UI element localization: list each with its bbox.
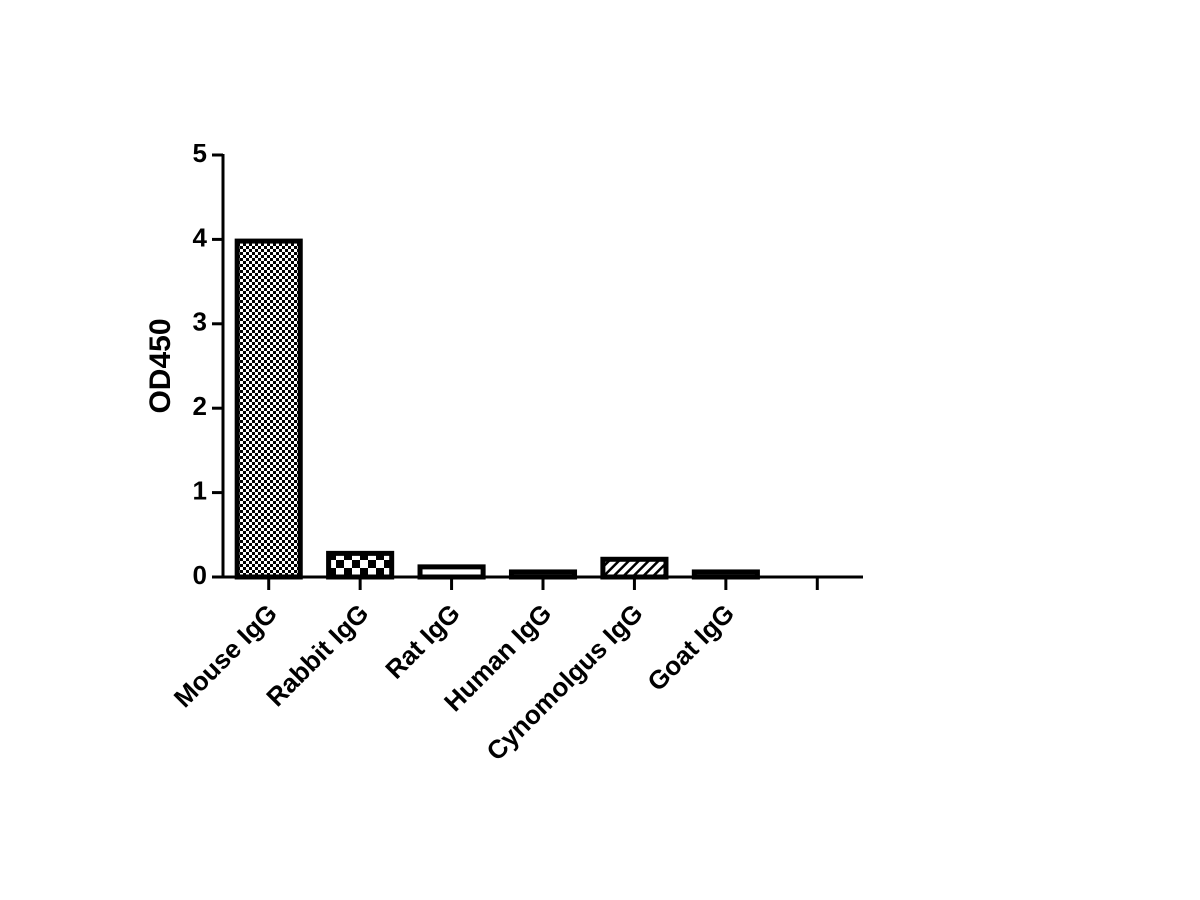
y-tick-label: 4 (193, 222, 208, 252)
y-tick-label: 0 (193, 560, 207, 590)
y-tick-label: 3 (193, 307, 207, 337)
x-tick-label: Cynomolgus IgG (480, 598, 648, 766)
y-tick-label: 5 (193, 138, 207, 168)
y-axis-label: OD450 (144, 318, 177, 413)
bar (417, 564, 486, 580)
x-tick-label: Goat IgG (641, 598, 740, 697)
bar (234, 238, 303, 580)
y-tick-label: 1 (193, 475, 207, 505)
bar (326, 550, 395, 580)
bar (600, 556, 669, 580)
x-tick-label: Rat IgG (379, 598, 466, 685)
y-tick-label: 2 (193, 391, 207, 421)
